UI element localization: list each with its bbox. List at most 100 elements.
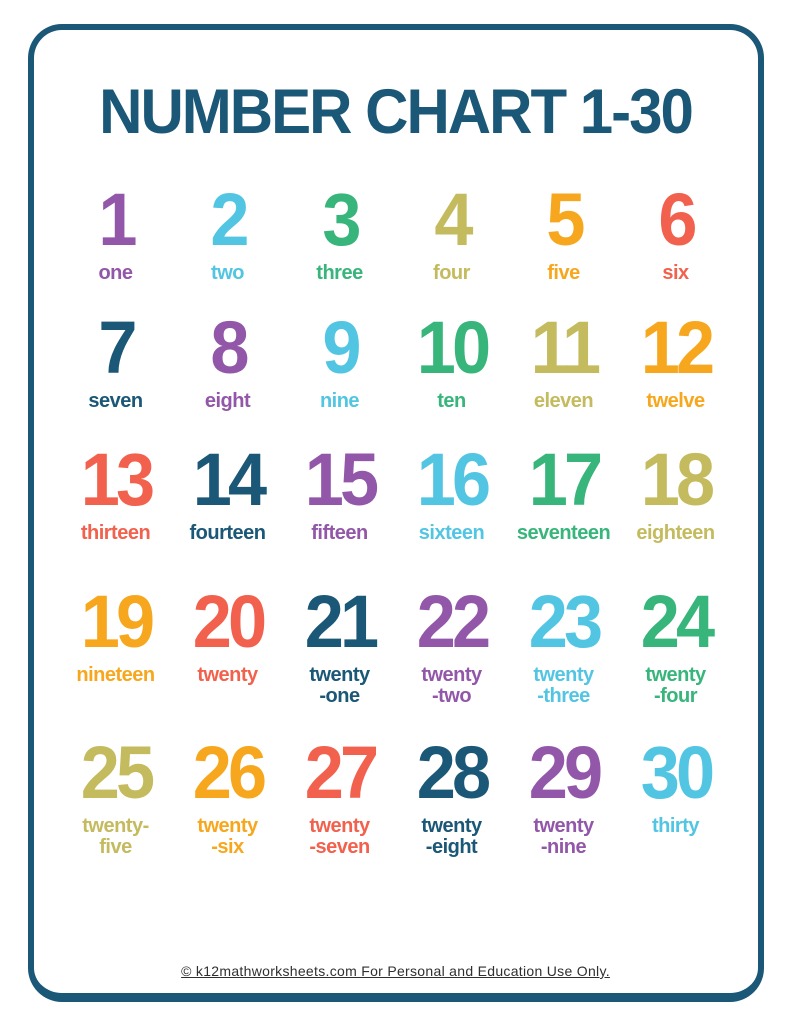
number-word: two bbox=[172, 263, 284, 284]
number-cell: 7 seven bbox=[60, 306, 172, 412]
number-word-line: -four bbox=[653, 685, 698, 708]
number-cell: 29 twenty -nine bbox=[508, 731, 620, 859]
footer-credit-link[interactable]: © k12mathworksheets.com For Personal and… bbox=[181, 963, 610, 979]
number-word-line: six bbox=[662, 262, 689, 285]
number-word-line: eleven bbox=[533, 390, 594, 413]
number-value: 25 bbox=[80, 731, 154, 815]
number-cell: 25 twenty-five bbox=[60, 731, 172, 858]
number-word: fifteen bbox=[284, 523, 396, 544]
number-word-line: -two bbox=[431, 685, 472, 708]
number-word: twenty -six bbox=[172, 816, 284, 858]
number-cell: 6 six bbox=[620, 178, 732, 284]
number-value: 2 bbox=[209, 178, 249, 261]
number-cell: 16 sixteen bbox=[396, 438, 508, 544]
number-value: 4 bbox=[433, 178, 473, 261]
number-word: ten bbox=[396, 391, 508, 412]
number-word-line: -eight bbox=[425, 836, 478, 859]
number-word: twenty bbox=[172, 665, 284, 686]
number-cell: 21 twenty -one bbox=[284, 580, 396, 707]
number-word-line: -six bbox=[211, 836, 244, 859]
number-word-line: -nine bbox=[540, 836, 587, 859]
number-value: 16 bbox=[416, 438, 490, 522]
number-word-line: twenty bbox=[309, 664, 370, 687]
number-cell: 20 twenty bbox=[172, 580, 284, 707]
number-grid: 1 one 2 two 3 three 4 four 5 five 6 six 7 seven 8 eight… bbox=[34, 178, 758, 859]
number-cell: 11 eleven bbox=[508, 306, 620, 413]
number-word-line: twenty bbox=[197, 815, 258, 838]
number-word: thirty bbox=[620, 816, 732, 837]
number-word: six bbox=[620, 263, 732, 284]
number-word-line: fifteen bbox=[311, 522, 368, 545]
number-word-line: ten bbox=[437, 390, 466, 413]
number-cell: 12 twelve bbox=[620, 311, 732, 412]
number-word: three bbox=[284, 263, 396, 284]
number-cell: 23 twenty -three bbox=[508, 585, 620, 707]
number-cell: 2 two bbox=[172, 178, 284, 284]
number-word: twelve bbox=[620, 391, 732, 412]
number-word-line: thirty bbox=[652, 815, 700, 838]
number-cell: 13 thirteen bbox=[60, 443, 172, 544]
number-value: 18 bbox=[640, 438, 714, 522]
number-word-line: fourteen bbox=[189, 522, 267, 545]
number-row: 13 thirteen 14 fourteen 15 fifteen 16 sixteen 17… bbox=[34, 438, 758, 544]
number-cell: 8 eight bbox=[172, 311, 284, 413]
number-word-line: twenty bbox=[645, 664, 706, 687]
number-value: 28 bbox=[416, 731, 490, 815]
number-cell: 17 seventeen bbox=[508, 443, 620, 544]
number-word-line: twenty- bbox=[82, 815, 149, 838]
number-word-line: seventeen bbox=[516, 522, 611, 545]
number-cell: 1 one bbox=[60, 178, 172, 285]
number-word: twenty-five bbox=[60, 816, 172, 858]
number-cell: 24 twenty -four bbox=[620, 580, 732, 708]
number-word-line: -one bbox=[319, 685, 360, 708]
number-word: thirteen bbox=[60, 523, 172, 544]
worksheet-card: NUMBER CHART 1-30 1 one 2 two 3 three 4 four 5 fi… bbox=[27, 24, 764, 1002]
number-cell: 4 four bbox=[396, 178, 508, 285]
number-word: eighteen bbox=[620, 523, 732, 544]
number-value: 20 bbox=[192, 580, 266, 664]
number-word: sixteen bbox=[396, 523, 508, 544]
number-value: 5 bbox=[545, 178, 585, 261]
number-word-line: one bbox=[98, 262, 133, 285]
number-cell: 28 twenty -eight bbox=[396, 731, 508, 859]
number-row: 7 seven 8 eight 9 nine 10 ten 11 eleven 12 twelve bbox=[34, 306, 758, 413]
number-word: fourteen bbox=[172, 523, 284, 544]
number-word-line: -seven bbox=[309, 836, 370, 859]
number-value: 26 bbox=[192, 731, 266, 815]
number-word-line: twenty bbox=[533, 815, 594, 838]
number-word-line: twenty bbox=[421, 815, 482, 838]
number-cell: 22 twenty -two bbox=[396, 585, 508, 707]
number-word-line: eighteen bbox=[636, 522, 715, 545]
number-word-line: twenty bbox=[309, 815, 370, 838]
number-word: nineteen bbox=[60, 665, 172, 686]
number-value: 7 bbox=[97, 306, 137, 390]
number-word: twenty -one bbox=[284, 665, 396, 707]
number-row: 1 one 2 two 3 three 4 four 5 five 6 six bbox=[34, 178, 758, 285]
number-value: 6 bbox=[657, 178, 697, 261]
number-value: 14 bbox=[192, 438, 266, 522]
number-value: 9 bbox=[321, 306, 361, 390]
number-word-line: twenty bbox=[197, 664, 258, 687]
number-value: 21 bbox=[304, 580, 378, 664]
number-word-line: two bbox=[211, 262, 244, 285]
number-value: 24 bbox=[640, 580, 714, 664]
number-word-line: four bbox=[433, 262, 470, 285]
number-word-line: twelve bbox=[646, 390, 705, 413]
number-value: 30 bbox=[640, 731, 714, 815]
number-word: twenty -two bbox=[396, 665, 508, 707]
number-word: nine bbox=[284, 391, 396, 412]
number-value: 11 bbox=[530, 306, 601, 390]
number-cell: 18 eighteen bbox=[620, 438, 732, 544]
number-value: 1 bbox=[97, 178, 137, 261]
number-word-line: thirteen bbox=[80, 522, 151, 545]
number-value: 29 bbox=[528, 731, 602, 815]
number-word: five bbox=[508, 263, 620, 284]
number-word: seventeen bbox=[508, 523, 620, 544]
number-word-line: eight bbox=[204, 390, 251, 413]
number-value: 15 bbox=[304, 438, 378, 522]
number-cell: 27 twenty -seven bbox=[284, 736, 396, 859]
number-word: twenty -three bbox=[508, 665, 620, 707]
number-value: 10 bbox=[416, 306, 490, 390]
footer: © k12mathworksheets.com For Personal and… bbox=[34, 963, 758, 981]
number-cell: 15 fifteen bbox=[284, 438, 396, 544]
